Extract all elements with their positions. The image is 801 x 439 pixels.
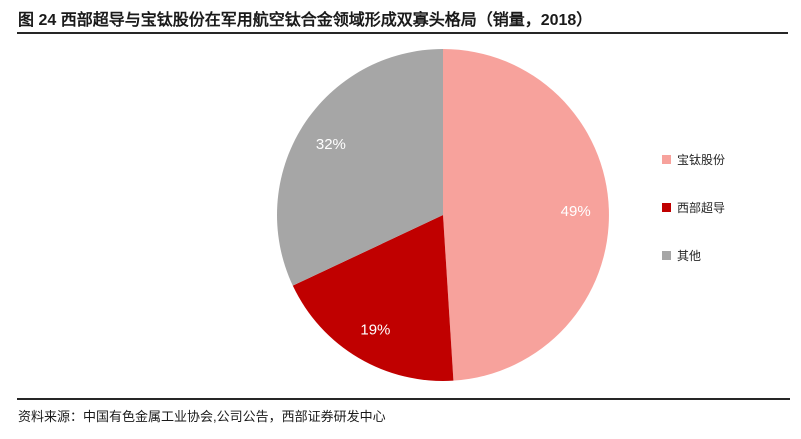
legend-label: 宝钛股份: [677, 152, 726, 167]
title-divider: [17, 32, 788, 34]
legend-item-2: 其他: [662, 248, 725, 263]
legend: 宝钛股份西部超导其他: [662, 152, 726, 263]
figure-title: 图 24 西部超导与宝钛股份在军用航空钛合金领域形成双寡头格局（销量，2018）: [18, 12, 593, 29]
pie-slice-2: [277, 49, 443, 286]
source-note: 资料来源：中国有色金属工业协会,公司公告，西部证券研发中心: [18, 409, 386, 424]
pie-slice-0: [443, 49, 609, 381]
legend-item-1: 西部超导: [662, 200, 726, 215]
pie-slice-1: [292, 215, 454, 381]
pie-data-label-2: 32%: [316, 136, 346, 153]
pie-data-label-0: 49%: [561, 203, 591, 220]
pie-chart: 49% 19% 32%: [277, 49, 609, 381]
pie-chart-area: 49% 19% 32%: [277, 49, 609, 381]
legend-swatch-icon: [662, 202, 671, 212]
pie-data-label-1: 19%: [360, 321, 390, 338]
legend-label: 其他: [677, 248, 702, 263]
footer-divider: [17, 398, 790, 400]
legend-swatch-icon: [662, 250, 671, 260]
legend-item-0: 宝钛股份: [662, 152, 726, 167]
legend-label: 西部超导: [677, 200, 726, 215]
legend-swatch-icon: [662, 154, 671, 164]
